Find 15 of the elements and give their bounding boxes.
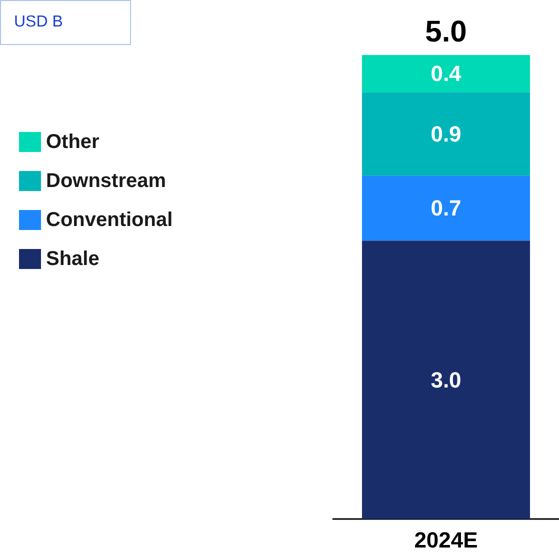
bar xyxy=(362,176,530,241)
x-tick-label: 2024E xyxy=(414,528,478,552)
data-label: 0.7 xyxy=(430,196,462,221)
bar xyxy=(362,55,530,92)
data-label: 0.9 xyxy=(430,121,462,146)
bar xyxy=(362,92,530,176)
legend-label: Conventional xyxy=(46,209,173,231)
total-label: 5.0 xyxy=(425,16,467,48)
legend-label: Downstream xyxy=(46,170,166,192)
data-label: 0.4 xyxy=(430,61,462,86)
text: USD B xyxy=(14,14,63,30)
bar xyxy=(362,240,530,519)
data-label: 3.0 xyxy=(430,367,462,392)
legend-label: Other xyxy=(46,131,100,153)
legend-label: Shale xyxy=(46,248,100,270)
